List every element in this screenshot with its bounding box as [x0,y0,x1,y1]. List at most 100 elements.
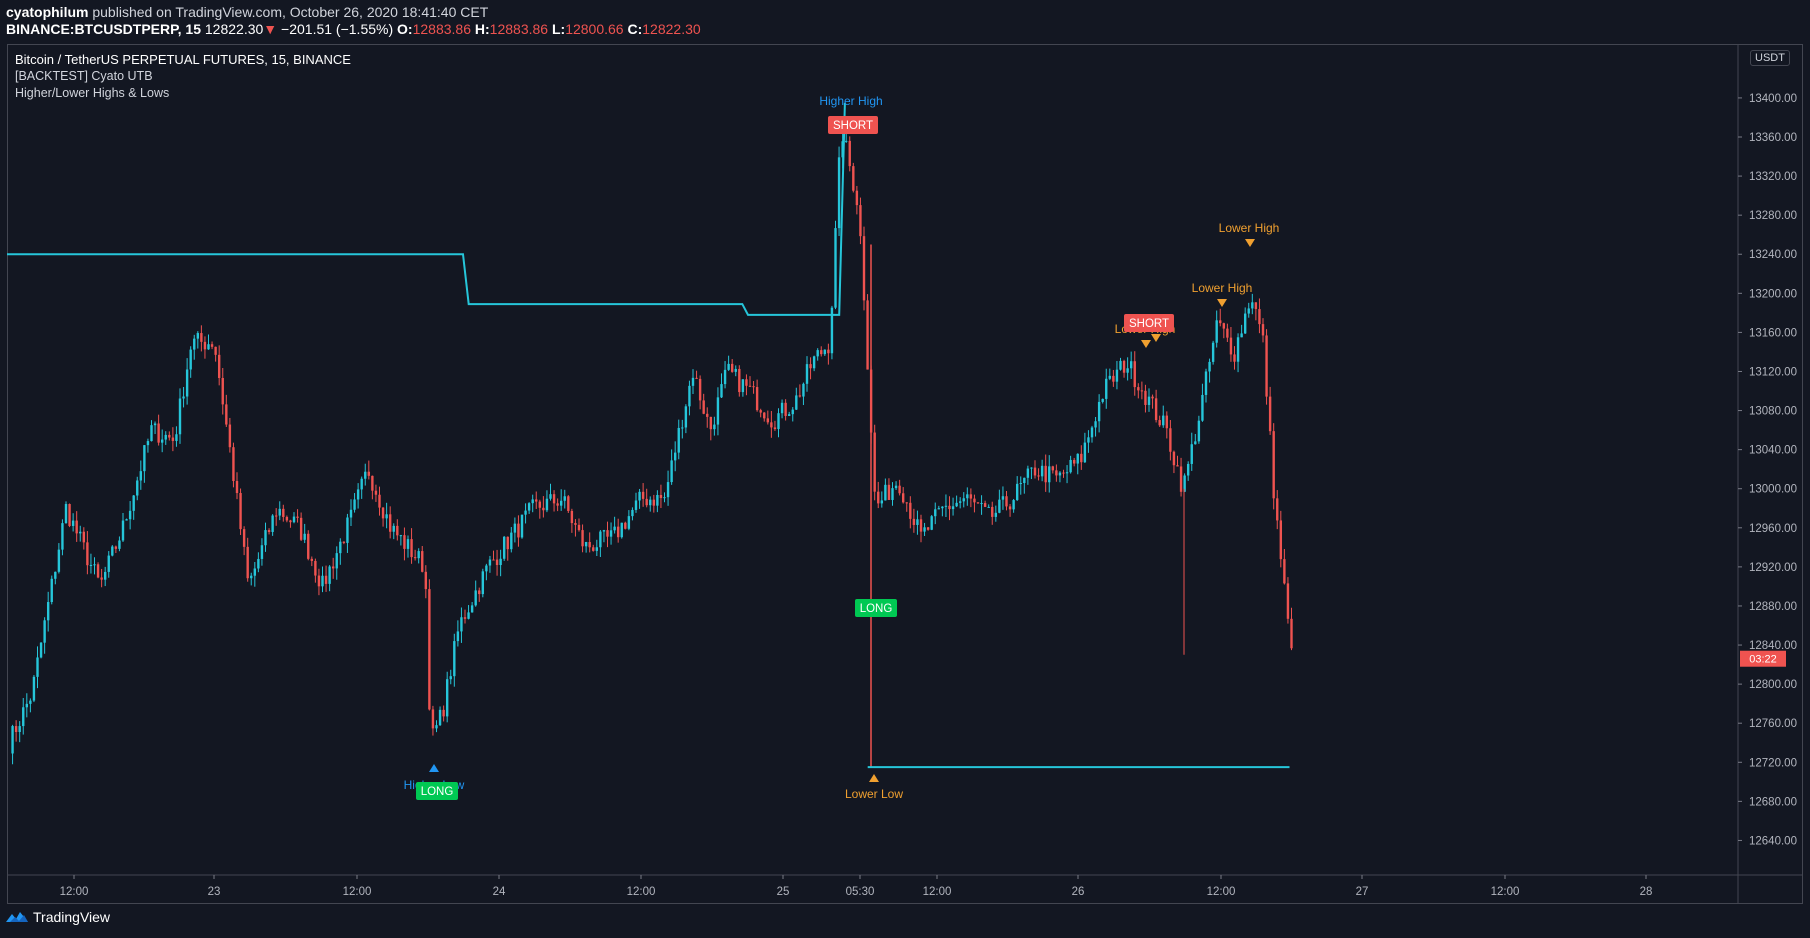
price-axis-label: 12920.00 [1749,562,1797,574]
candle-body [1090,427,1094,438]
candle-body [1222,323,1226,329]
candle-body [96,564,100,578]
candle-body [470,605,474,613]
candle-body [1186,463,1190,476]
candle-body [178,398,182,435]
indicator-1-label[interactable]: [BACKTEST] Cyato UTB [15,69,153,83]
candle-body [289,520,292,523]
candle-body [834,228,837,308]
candle-body [1219,320,1222,324]
candle-body [766,418,770,423]
candle-body [335,553,338,569]
time-axis-label: 12:00 [1491,886,1520,898]
candle-body [773,427,777,430]
candle-body [1154,398,1158,421]
candle-body [1019,483,1022,485]
candle-body [581,530,584,547]
price-axis-label: 12840.00 [1749,640,1797,652]
candle-body [449,676,452,680]
candle-body [100,577,103,580]
candle-body [930,516,933,530]
price-axis-label: 12720.00 [1749,757,1797,769]
candle-body [160,439,164,443]
candle-body [260,545,264,559]
candle-body [79,531,82,534]
candle-body [1204,371,1208,395]
candle-body [445,679,449,717]
candle-body [1072,459,1076,464]
candle-body [228,424,232,448]
candle-body [232,447,235,482]
price-axis-label: 13200.00 [1749,288,1797,300]
candle-body [203,341,207,350]
lower-high-marker-1 [1141,340,1151,348]
candle-body [324,575,328,584]
candle-body [1254,302,1258,310]
candle-body [456,631,460,642]
ohlc-line: BINANCE:BTCUSDTPERP, 15 12822.30▼ −201.5… [6,21,701,37]
candle-body [631,509,634,517]
candle-body [18,726,21,733]
short-badge-1[interactable] [828,116,878,134]
candle-body [649,499,652,506]
chart-frame[interactable] [7,44,1803,904]
candle-body [645,498,648,506]
candle-body [791,409,794,415]
candle-body [360,478,363,490]
low-value: 12800.66 [565,21,624,37]
short-badge-2[interactable] [1124,314,1174,332]
candle-body [891,488,894,500]
candle-body [1190,444,1193,464]
candle-body [798,395,802,397]
candle-body [748,385,752,387]
candle-body [538,501,542,508]
time-axis-label: 23 [208,886,221,898]
currency-selector[interactable]: USDT [1750,50,1790,66]
candle-body [980,503,983,505]
candle-body [588,542,591,548]
time-axis-label: 05:30 [846,886,875,898]
candle-body [82,531,86,543]
candle-body [684,406,688,428]
candle-body [969,494,973,499]
long-badge-2[interactable] [855,599,897,617]
candle-body [805,364,809,384]
long-badge-1[interactable] [416,782,458,800]
candle-body [919,519,923,532]
candle-body [1058,472,1062,476]
open-label: O: [397,21,413,37]
candle-body [242,529,246,547]
candle-body [606,530,609,537]
candle-body [1030,467,1033,469]
candle-body [1076,453,1079,464]
candle-body [64,504,68,524]
candle-body [713,424,716,430]
time-axis-label: 12:00 [60,886,89,898]
candle-body [848,140,851,167]
candle-body [1069,459,1072,473]
time-axis-label: 24 [493,886,506,898]
candle-body [378,494,381,508]
price-axis-label: 13400.00 [1749,93,1797,105]
candle-body [552,494,556,504]
candle-body [50,578,53,603]
candle-body [399,535,403,537]
candle-body [877,491,880,504]
candle-body [859,205,862,237]
trailing-stop-line [7,102,846,316]
time-axis-label: 12:00 [1207,886,1236,898]
time-axis-label: 12:00 [923,886,952,898]
candle-body [955,502,958,507]
candle-body [884,484,887,501]
price-axis-label: 12960.00 [1749,523,1797,535]
author-name[interactable]: cyatophilum [6,4,89,20]
last-price: 12822.30 [204,21,264,37]
indicator-2-label[interactable]: Higher/Lower Highs & Lows [15,86,170,100]
candle-body [659,494,663,499]
candle-body [770,422,773,428]
candle-body [1229,337,1233,355]
candle-body [549,494,552,499]
price-axis-label: 13240.00 [1749,249,1797,261]
candle-body [795,395,798,410]
